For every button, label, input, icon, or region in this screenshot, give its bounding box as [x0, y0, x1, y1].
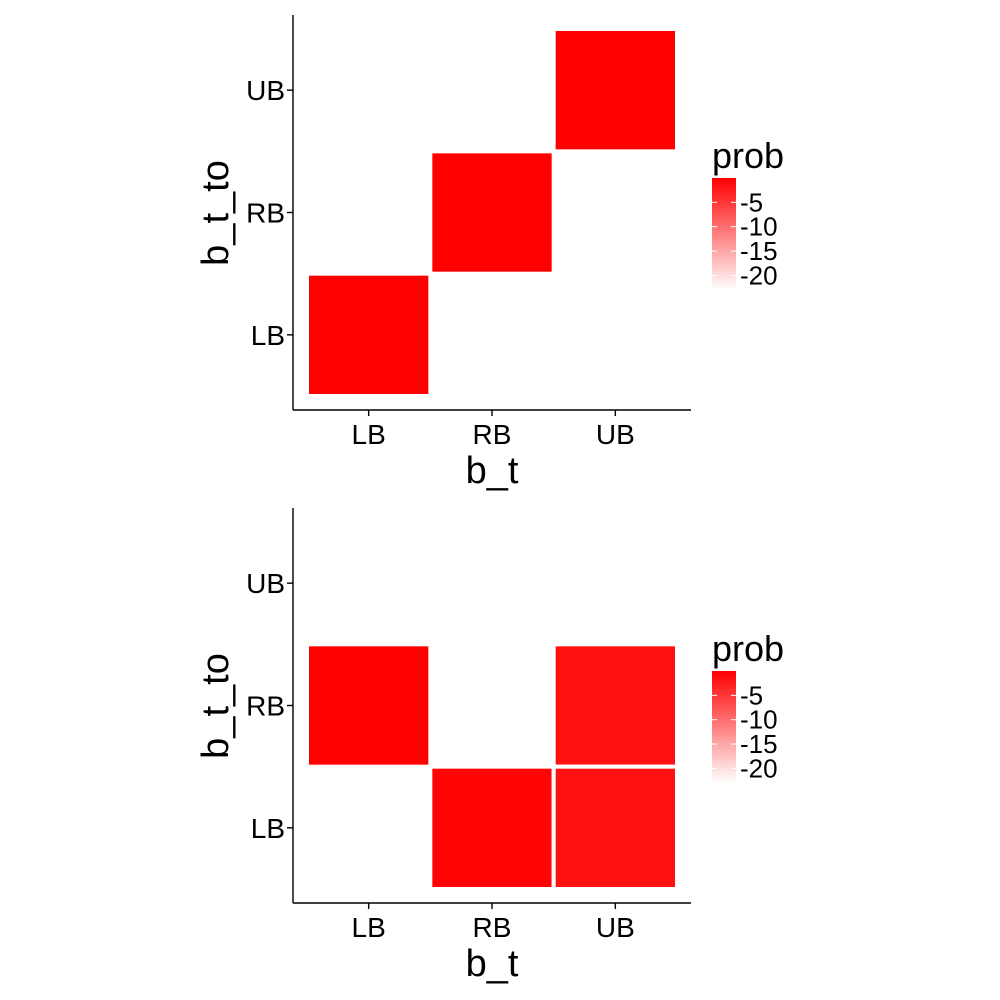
- y-axis-title: b_t_to: [195, 160, 237, 266]
- x-tick-label: LB: [352, 912, 386, 943]
- heatmap-panel-top: LB RB UB LB RB UB b_t b_t_to prob -5-10-15-2…: [195, 15, 784, 492]
- legend-tick-label: -5: [740, 680, 763, 710]
- heatmap-tile-LB-RB: [305, 642, 433, 769]
- y-tick-label: RB: [246, 198, 285, 229]
- y-tick-label: LB: [251, 813, 285, 844]
- x-tick-label: UB: [596, 419, 635, 450]
- x-tick-label: LB: [352, 419, 386, 450]
- legend-colorbar: [712, 671, 736, 783]
- y-axis-title: b_t_to: [195, 653, 237, 759]
- heatmap-tile-UB-RB: [551, 642, 680, 769]
- legend-title: prob: [712, 135, 784, 176]
- legend-tick-label: -20: [740, 260, 778, 290]
- tile-layer: [305, 27, 680, 398]
- heatmap-tile-RB-LB: [428, 764, 556, 892]
- heatmap-tile-LB-LB: [305, 271, 433, 398]
- legend-tick-label: -5: [740, 187, 763, 217]
- legend-tick-label: -15: [740, 236, 778, 266]
- x-axis-title: b_t: [466, 943, 519, 985]
- heatmap-panel-bottom: LB RB UB LB RB UB b_t b_t_to prob -5-10-15-2…: [195, 508, 784, 985]
- x-axis-ticks: LB RB UB: [352, 410, 635, 450]
- x-axis-title: b_t: [466, 450, 519, 492]
- heatmap-tile-UB-LB: [551, 764, 680, 892]
- x-tick-label: RB: [473, 419, 512, 450]
- x-tick-label: UB: [596, 912, 635, 943]
- heatmap-tile-RB-RB: [428, 149, 556, 276]
- legend-colorbar: [712, 178, 736, 290]
- y-tick-label: RB: [246, 691, 285, 722]
- y-axis-ticks: LB RB UB: [246, 75, 293, 351]
- legend-tick-label: -10: [740, 212, 778, 242]
- legend-title: prob: [712, 628, 784, 669]
- y-axis-ticks: LB RB UB: [246, 568, 293, 844]
- color-legend: prob -5-10-15-20: [712, 135, 784, 290]
- legend-tick-label: -20: [740, 753, 778, 783]
- x-axis-ticks: LB RB UB: [352, 903, 635, 943]
- heatmap-tile-UB-UB: [551, 27, 680, 154]
- legend-tick-label: -15: [740, 729, 778, 759]
- x-tick-label: RB: [473, 912, 512, 943]
- y-tick-label: UB: [246, 568, 285, 599]
- y-tick-label: UB: [246, 75, 285, 106]
- legend-ticks: -5-10-15-20: [712, 187, 778, 290]
- color-legend: prob -5-10-15-20: [712, 628, 784, 783]
- y-tick-label: LB: [251, 320, 285, 351]
- legend-tick-label: -10: [740, 705, 778, 735]
- legend-ticks: -5-10-15-20: [712, 680, 778, 783]
- tile-layer: [305, 642, 680, 892]
